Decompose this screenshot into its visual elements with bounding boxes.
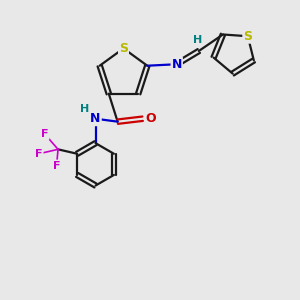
- Text: F: F: [35, 149, 43, 159]
- Text: S: S: [243, 30, 252, 43]
- Text: N: N: [90, 112, 101, 125]
- Text: O: O: [146, 112, 156, 125]
- Text: H: H: [193, 35, 202, 45]
- Text: F: F: [53, 160, 60, 170]
- Text: S: S: [119, 42, 128, 55]
- Text: H: H: [80, 104, 89, 114]
- Text: F: F: [41, 129, 49, 139]
- Text: N: N: [172, 58, 182, 71]
